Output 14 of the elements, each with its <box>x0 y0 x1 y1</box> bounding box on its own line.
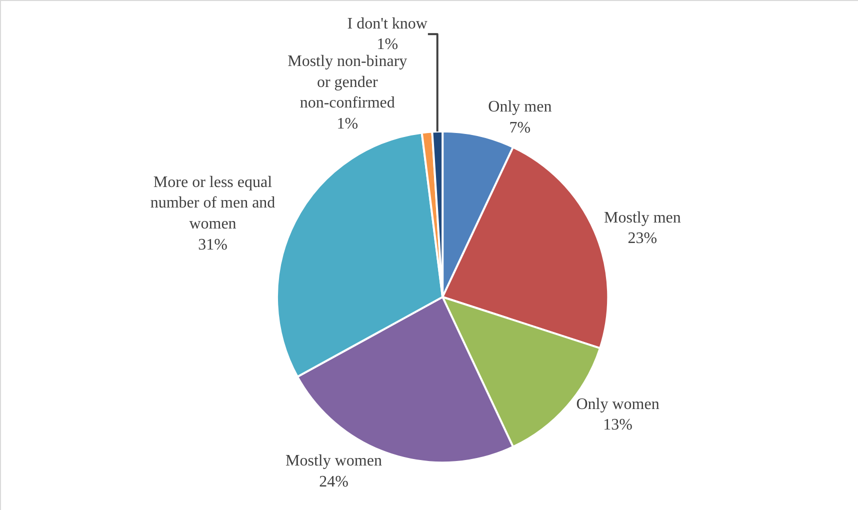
slice-label: Mostly non-binary or gender non-confirmed <box>288 53 408 112</box>
slice-label: More or less equal number of men and women <box>150 174 276 233</box>
data-label: 31% <box>198 236 228 254</box>
data-label: 24% <box>319 473 348 490</box>
data-label: 13% <box>603 416 632 434</box>
slice-label: Mostly women <box>285 452 382 470</box>
data-label: 1% <box>336 115 358 132</box>
data-label: 7% <box>509 119 531 136</box>
slice-label: Mostly men <box>604 209 681 226</box>
slice-label: I don't know <box>347 15 428 32</box>
slice-label: Only women <box>576 396 660 413</box>
data-label: 1% <box>376 36 398 54</box>
data-label: 23% <box>628 230 658 248</box>
slice-label: Only men <box>488 98 552 116</box>
